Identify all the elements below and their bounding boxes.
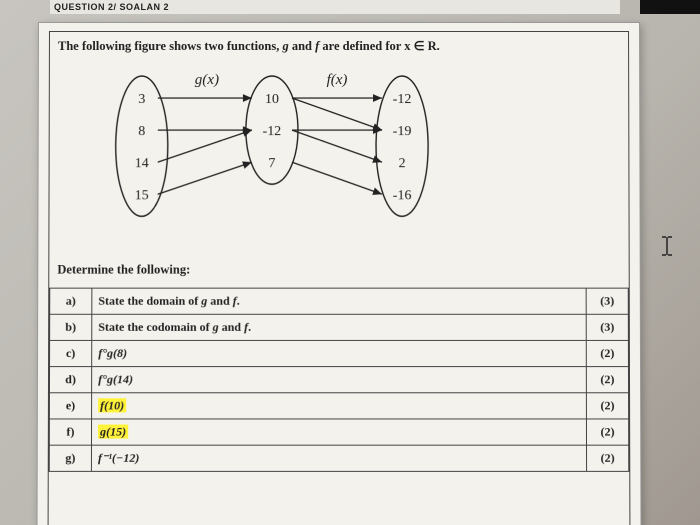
part-label: b) <box>50 314 92 340</box>
svg-text:g(x): g(x) <box>195 72 219 88</box>
part-text: State the domain of g and f. <box>92 288 586 314</box>
part-marks: (2) <box>586 419 628 445</box>
part-text: g(15) <box>91 419 586 445</box>
part-text: f°g(8) <box>92 340 587 366</box>
diagram-svg: g(x) f(x) 3 8 14 15 10 -12 7 -12 -19 2 -16 <box>49 58 630 258</box>
intro-and: and <box>289 39 315 53</box>
part-label: d) <box>49 367 91 393</box>
table-row: a)State the domain of g and f.(3) <box>50 288 629 314</box>
svg-text:14: 14 <box>135 156 149 171</box>
table-row: b)State the codomain of g and f.(3) <box>50 314 629 340</box>
part-text: f°g(14) <box>92 367 587 393</box>
svg-text:-19: -19 <box>393 124 412 139</box>
table-row: c)f°g(8)(2) <box>50 340 629 366</box>
top-black-bar <box>640 0 700 14</box>
part-text: f⁻¹(−12) <box>91 445 586 471</box>
question-intro: The following figure shows two functions… <box>50 32 628 58</box>
part-marks: (2) <box>587 445 629 471</box>
svg-text:8: 8 <box>138 124 145 139</box>
part-label: c) <box>50 340 92 366</box>
part-marks: (3) <box>586 314 628 340</box>
determine-heading: Determine the following: <box>49 259 628 288</box>
svg-text:3: 3 <box>138 92 145 107</box>
svg-text:7: 7 <box>268 156 275 171</box>
table-row: d)f°g(14)(2) <box>49 367 628 393</box>
table-row: e)f(10)(2) <box>49 393 628 419</box>
question-box: The following figure shows two functions… <box>48 31 631 525</box>
svg-text:-12: -12 <box>393 92 412 107</box>
table-row: g)f⁻¹(−12)(2) <box>49 445 629 471</box>
part-marks: (3) <box>586 288 628 314</box>
intro-setR: R <box>428 39 437 53</box>
part-text: State the codomain of g and f. <box>92 314 587 340</box>
header-strip: QUESTION 2/ SOALAN 2 <box>50 0 620 14</box>
svg-text:15: 15 <box>135 188 149 203</box>
text-cursor-icon <box>658 235 676 257</box>
part-text: f(10) <box>92 393 587 419</box>
mapping-diagram: g(x) f(x) 3 8 14 15 10 -12 7 -12 -19 2 -16 <box>49 58 628 258</box>
parts-table: a)State the domain of g and f.(3)b)State… <box>49 288 630 472</box>
intro-prefix: The following figure shows two functions… <box>58 39 283 53</box>
svg-text:f(x): f(x) <box>327 72 348 88</box>
part-marks: (2) <box>586 393 628 419</box>
part-label: g) <box>49 445 91 471</box>
table-row: f)g(15)(2) <box>49 419 628 445</box>
svg-text:10: 10 <box>265 92 279 107</box>
part-marks: (2) <box>586 367 628 393</box>
svg-text:2: 2 <box>399 156 406 171</box>
worksheet-page: The following figure shows two functions… <box>37 22 642 525</box>
part-marks: (2) <box>586 340 628 366</box>
intro-suffix: are defined for x ∈ <box>319 39 427 53</box>
intro-period: . <box>437 39 440 53</box>
part-label: a) <box>50 288 92 314</box>
svg-text:-16: -16 <box>393 188 412 203</box>
part-label: e) <box>49 393 91 419</box>
svg-text:-12: -12 <box>263 124 282 139</box>
header-text: QUESTION 2/ SOALAN 2 <box>54 2 169 12</box>
part-label: f) <box>49 419 91 445</box>
